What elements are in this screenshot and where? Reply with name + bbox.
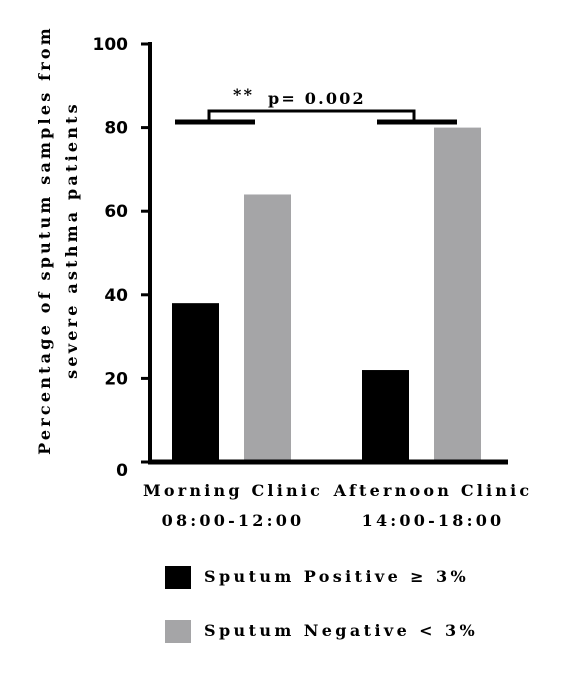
legend-swatch-negative [165,620,191,643]
bar-chart: 0 20 40 60 80 100 ** p= 0.002 Percentage of s… [35,25,533,530]
significance-bracket: ** p= 0.002 [175,85,457,125]
y-axis-title-line-2: severe asthma patients [62,101,81,379]
y-tick-label-80: 80 [104,119,128,139]
category-time-afternoon: 14:00-18:00 [362,511,505,530]
axes-layer [148,42,508,465]
bar-positive-afternoon [362,370,409,462]
significance-stars: ** [233,85,254,104]
bar-negative-morning [244,194,291,463]
bars-layer [172,127,481,463]
y-ticks-layer: 0 20 40 60 80 100 [93,35,150,481]
y-tick-label-60: 60 [104,202,128,222]
category-time-morning: 08:00-12:00 [162,511,305,530]
y-tick-label-20: 20 [104,369,128,389]
y-axis-title-line-1: Percentage of sputum samples from [35,25,54,455]
y-tick-label-0: 0 [116,461,128,481]
category-label-afternoon: Afternoon Clinic [333,481,533,500]
legend-item-positive: Sputum Positive ≥ 3% [165,566,565,592]
legend-label-positive: Sputum Positive ≥ 3% [204,567,470,586]
y-tick-label-100: 100 [93,35,129,55]
legend-swatch-positive [165,566,191,589]
bracket-connector [207,109,416,120]
y-tick-label-40: 40 [104,286,128,306]
p-value-label: p= 0.002 [268,89,366,108]
legend-item-negative: Sputum Negative < 3% [165,620,565,646]
category-label-morning: Morning Clinic [143,481,323,500]
legend-label-negative: Sputum Negative < 3% [204,621,479,640]
bar-negative-afternoon [434,127,481,462]
bar-positive-morning [172,303,219,462]
